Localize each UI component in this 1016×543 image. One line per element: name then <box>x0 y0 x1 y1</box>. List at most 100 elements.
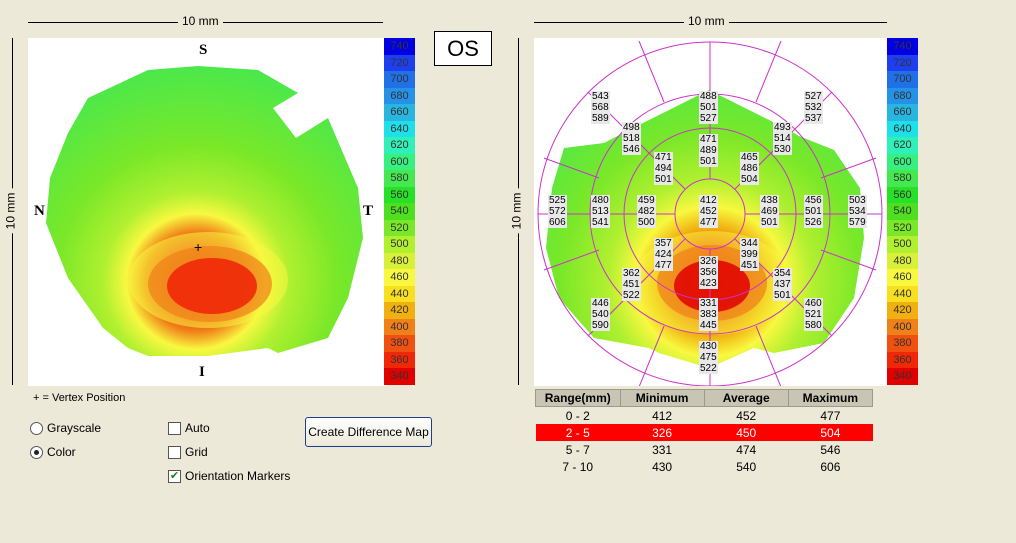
scale-step: 380 <box>887 335 918 352</box>
sector-value: 430 <box>700 341 717 352</box>
sector-outer-downleft: 446 540 590 <box>591 298 610 331</box>
sector-value: 451 <box>741 260 758 271</box>
sector-value: 501 <box>700 102 717 113</box>
sector-value: 362 <box>623 268 640 279</box>
sector-value: 546 <box>623 144 640 155</box>
sector-value: 543 <box>592 91 609 102</box>
grid-label: Grid <box>185 445 208 459</box>
scale-step: 700 <box>384 71 415 88</box>
sector-value: 424 <box>655 249 672 260</box>
eye-label: OS <box>434 31 492 66</box>
sector-value: 451 <box>623 279 640 290</box>
sector-value: 589 <box>592 113 609 124</box>
sector-value: 525 <box>549 195 566 206</box>
table-header-average: Average <box>703 389 789 407</box>
scale-step: 520 <box>887 219 918 236</box>
scale-step: 420 <box>887 302 918 319</box>
auto-label: Auto <box>185 421 210 435</box>
sector-value: 527 <box>805 91 822 102</box>
grid-checkbox[interactable]: Grid <box>168 445 208 459</box>
radio-dot <box>30 421 43 435</box>
scale-step: 560 <box>384 186 415 203</box>
sector-value: 590 <box>592 320 609 331</box>
scale-step: 560 <box>887 186 918 203</box>
sector-value: 503 <box>849 195 866 206</box>
scale-step: 360 <box>384 351 415 368</box>
scale-step: 720 <box>384 54 415 71</box>
scale-step: 340 <box>887 368 918 385</box>
sector-inner-up: 471 489 501 <box>699 134 718 167</box>
range-table: Range(mm) Minimum Average Maximum 0 - 2 … <box>535 389 874 475</box>
sector-value: 475 <box>700 352 717 363</box>
sector-value: 501 <box>655 174 672 185</box>
sector-value: 437 <box>774 279 791 290</box>
scale-step: 680 <box>887 87 918 104</box>
sector-mid-downright: 354 437 501 <box>773 268 792 301</box>
sector-value: 423 <box>700 278 717 289</box>
sector-inner-downleft: 357 424 477 <box>654 238 673 271</box>
scale-step: 580 <box>384 170 415 187</box>
scale-step: 440 <box>384 285 415 302</box>
scale-step: 400 <box>887 318 918 335</box>
grayscale-radio[interactable]: Grayscale <box>30 421 101 435</box>
checkbox-box <box>168 421 181 435</box>
sector-value: 494 <box>655 163 672 174</box>
scale-step: 640 <box>887 120 918 137</box>
sector-value: 501 <box>774 290 791 301</box>
scale-step: 400 <box>384 318 415 335</box>
sector-outer-upright: 527 532 537 <box>804 91 823 124</box>
auto-checkbox[interactable]: Auto <box>168 421 210 435</box>
sector-value: 527 <box>700 113 717 124</box>
sector-value: 521 <box>805 309 822 320</box>
sector-value: 522 <box>700 363 717 374</box>
sector-value: 572 <box>549 206 566 217</box>
sector-value: 471 <box>700 134 717 145</box>
sector-value: 446 <box>592 298 609 309</box>
sector-value: 356 <box>700 267 717 278</box>
scale-step: 620 <box>384 137 415 154</box>
table-cell: 5 - 7 <box>565 442 590 457</box>
sector-value: 331 <box>700 298 717 309</box>
sector-value: 460 <box>805 298 822 309</box>
sector-value: 438 <box>761 195 778 206</box>
sector-mid-up: 488 501 527 <box>699 91 718 124</box>
sector-value: 399 <box>741 249 758 260</box>
marker-temporal: T <box>363 203 374 219</box>
sector-value: 540 <box>592 309 609 320</box>
scale-step: 580 <box>887 170 918 187</box>
sector-mid-upright: 493 514 530 <box>773 122 792 155</box>
table-cell: 412 <box>652 408 673 423</box>
sector-inner-downright: 344 399 451 <box>740 238 759 271</box>
sector-outer-downright: 460 521 580 <box>804 298 823 331</box>
sector-value: 471 <box>655 152 672 163</box>
thickness-map[interactable]: S I N T + <box>28 38 386 386</box>
sector-value: 383 <box>700 309 717 320</box>
sector-value: 357 <box>655 238 672 249</box>
sector-value: 501 <box>805 206 822 217</box>
sector-value: 326 <box>700 256 717 267</box>
sector-value: 518 <box>623 133 640 144</box>
sector-center: 412 452 477 <box>699 195 718 228</box>
sector-value: 477 <box>655 260 672 271</box>
sector-value: 580 <box>805 320 822 331</box>
sector-value: 522 <box>623 290 640 301</box>
table-cell: 7 - 10 <box>562 459 594 474</box>
orientation-markers-checkbox[interactable]: ✔ Orientation Markers <box>168 469 290 483</box>
sector-outer-down: 430 475 522 <box>699 341 718 374</box>
sector-value: 579 <box>849 217 866 228</box>
table-header-maximum: Maximum <box>787 389 874 407</box>
sector-value: 534 <box>849 206 866 217</box>
table-cell: 0 - 2 <box>565 408 590 423</box>
color-radio[interactable]: Color <box>30 445 76 459</box>
sector-value: 482 <box>638 206 655 217</box>
sector-value: 526 <box>805 217 822 228</box>
sector-value: 488 <box>700 91 717 102</box>
create-difference-map-button[interactable]: Create Difference Map <box>305 417 432 447</box>
vertex-marker: + <box>194 239 203 255</box>
sector-outer-left: 525 572 606 <box>548 195 567 228</box>
scale-step: 620 <box>887 137 918 154</box>
sector-map[interactable]: 412 452 477 471 489 501 465 486 504 438 469 501 344 3… <box>534 38 887 386</box>
sector-value: 513 <box>592 206 609 217</box>
scale-step: 500 <box>887 236 918 253</box>
sector-value: 445 <box>700 320 717 331</box>
